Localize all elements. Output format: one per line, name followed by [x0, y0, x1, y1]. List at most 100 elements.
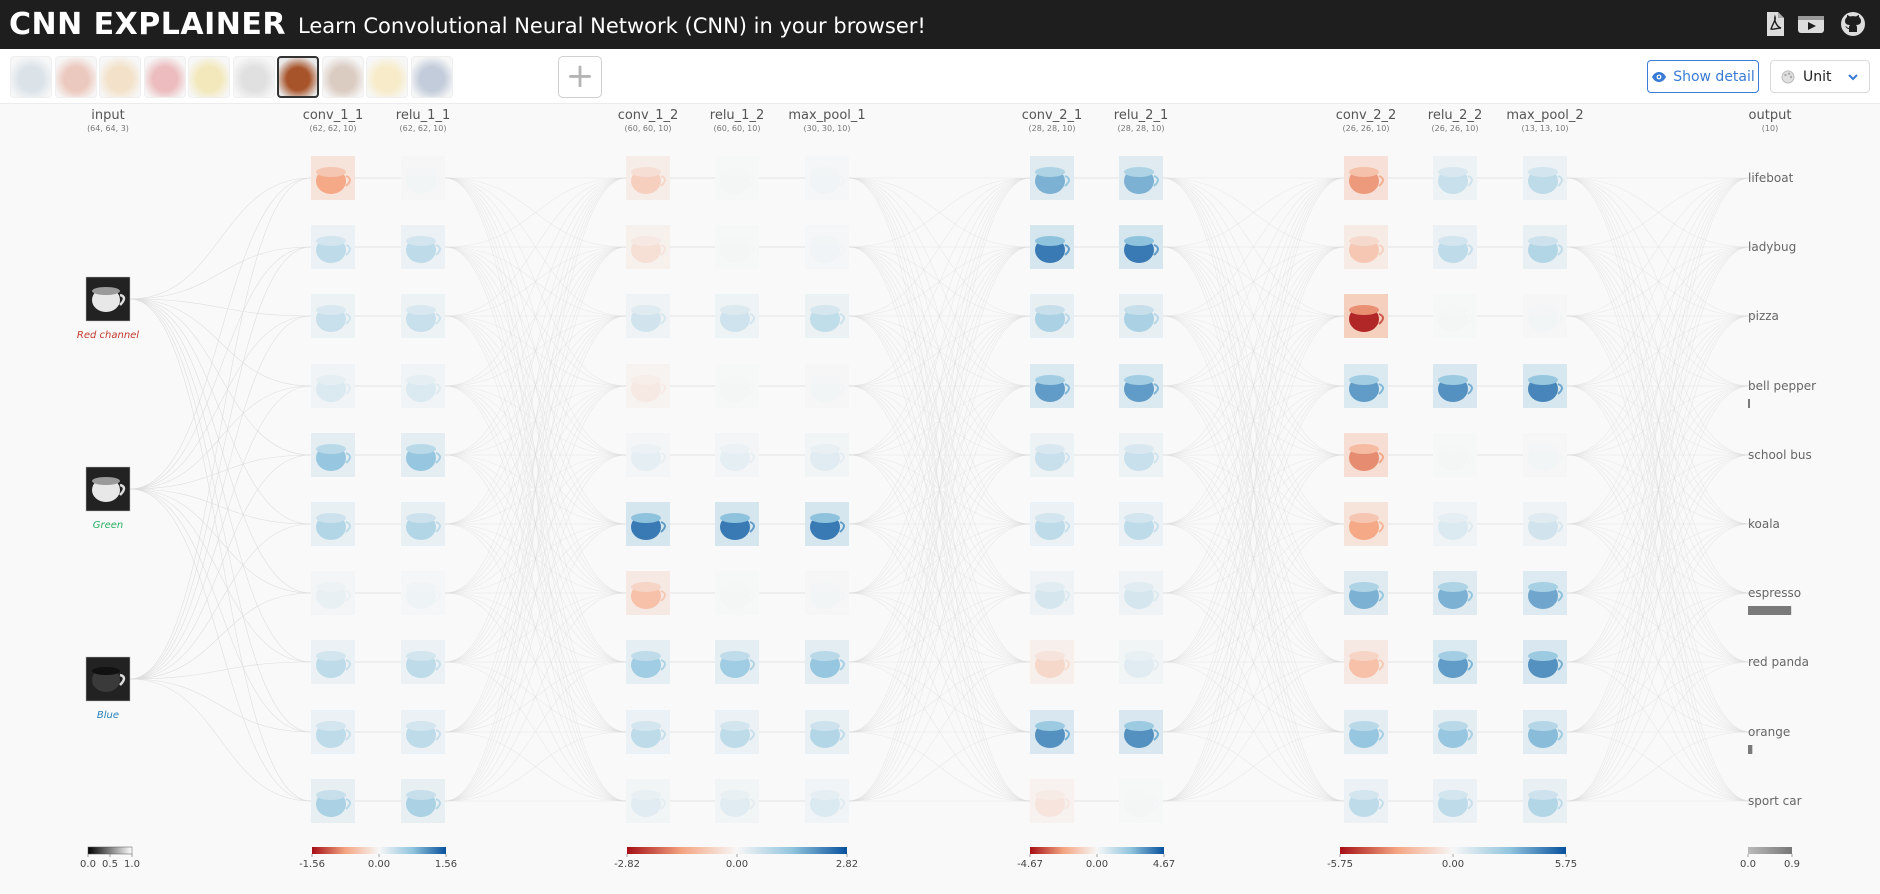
- feature-map-conv_2_1[interactable]: [1030, 433, 1074, 477]
- feature-map-max_pool_1[interactable]: [805, 433, 849, 477]
- feature-map-max_pool_2[interactable]: [1523, 294, 1567, 338]
- feature-map-conv_2_2[interactable]: [1344, 779, 1388, 823]
- feature-map-relu_1_1[interactable]: [401, 779, 445, 823]
- layer-name-max_pool_1[interactable]: max_pool_1: [788, 108, 865, 123]
- feature-map-conv_2_1[interactable]: [1030, 571, 1074, 615]
- feature-map-relu_1_2[interactable]: [715, 433, 759, 477]
- feature-map-relu_2_1[interactable]: [1119, 294, 1163, 338]
- feature-map-conv_2_2[interactable]: [1344, 225, 1388, 269]
- feature-map-conv_1_2[interactable]: [626, 433, 670, 477]
- feature-map-conv_1_2[interactable]: [626, 294, 670, 338]
- feature-map-relu_2_1[interactable]: [1119, 364, 1163, 408]
- feature-map-max_pool_2[interactable]: [1523, 502, 1567, 546]
- feature-map-relu_1_1[interactable]: [401, 294, 445, 338]
- feature-map-conv_1_1[interactable]: [311, 294, 355, 338]
- feature-map-conv_1_1[interactable]: [311, 571, 355, 615]
- feature-map-max_pool_1[interactable]: [805, 156, 849, 200]
- input-channel-node[interactable]: [85, 466, 131, 512]
- image-thumb-school-bus[interactable]: [188, 56, 230, 98]
- feature-map-conv_2_1[interactable]: [1030, 156, 1074, 200]
- feature-map-max_pool_2[interactable]: [1523, 225, 1567, 269]
- github-icon[interactable]: [1838, 9, 1868, 39]
- feature-map-relu_2_1[interactable]: [1119, 571, 1163, 615]
- feature-map-conv_1_2[interactable]: [626, 502, 670, 546]
- feature-map-relu_1_1[interactable]: [401, 571, 445, 615]
- feature-map-conv_1_1[interactable]: [311, 156, 355, 200]
- feature-map-max_pool_2[interactable]: [1523, 779, 1567, 823]
- feature-map-conv_1_1[interactable]: [311, 640, 355, 684]
- feature-map-relu_2_1[interactable]: [1119, 640, 1163, 684]
- layer-name-conv_2_1[interactable]: conv_2_1: [1022, 108, 1083, 123]
- feature-map-max_pool_2[interactable]: [1523, 710, 1567, 754]
- feature-map-max_pool_2[interactable]: [1523, 640, 1567, 684]
- image-thumb-sport-car[interactable]: [410, 56, 453, 98]
- feature-map-relu_2_2[interactable]: [1433, 294, 1477, 338]
- feature-map-relu_1_2[interactable]: [715, 779, 759, 823]
- layer-name-conv_1_1[interactable]: conv_1_1: [303, 108, 364, 123]
- image-thumb-lifeboat[interactable]: [10, 56, 52, 98]
- output-label[interactable]: orange: [1748, 725, 1790, 739]
- feature-map-conv_2_1[interactable]: [1030, 364, 1074, 408]
- feature-map-conv_2_2[interactable]: [1344, 156, 1388, 200]
- output-label[interactable]: sport car: [1748, 794, 1802, 808]
- feature-map-relu_2_2[interactable]: [1433, 156, 1477, 200]
- feature-map-relu_2_2[interactable]: [1433, 779, 1477, 823]
- feature-map-relu_1_1[interactable]: [401, 640, 445, 684]
- feature-map-relu_2_1[interactable]: [1119, 779, 1163, 823]
- feature-map-relu_2_2[interactable]: [1433, 433, 1477, 477]
- feature-map-max_pool_1[interactable]: [805, 502, 849, 546]
- feature-map-conv_1_2[interactable]: [626, 156, 670, 200]
- feature-map-relu_1_2[interactable]: [715, 710, 759, 754]
- feature-map-conv_1_2[interactable]: [626, 640, 670, 684]
- feature-map-conv_1_2[interactable]: [626, 225, 670, 269]
- layer-name-output[interactable]: output: [1749, 108, 1792, 123]
- feature-map-conv_2_1[interactable]: [1030, 502, 1074, 546]
- feature-map-relu_2_2[interactable]: [1433, 571, 1477, 615]
- feature-map-relu_2_2[interactable]: [1433, 502, 1477, 546]
- layer-name-relu_2_2[interactable]: relu_2_2: [1428, 108, 1482, 123]
- output-label[interactable]: bell pepper: [1748, 379, 1816, 393]
- feature-map-relu_1_2[interactable]: [715, 502, 759, 546]
- layer-name-max_pool_2[interactable]: max_pool_2: [1506, 108, 1583, 123]
- feature-map-relu_1_1[interactable]: [401, 502, 445, 546]
- feature-map-relu_1_2[interactable]: [715, 156, 759, 200]
- feature-map-conv_2_1[interactable]: [1030, 294, 1074, 338]
- feature-map-conv_2_1[interactable]: [1030, 640, 1074, 684]
- image-thumb-espresso[interactable]: [277, 56, 319, 98]
- feature-map-relu_1_1[interactable]: [401, 225, 445, 269]
- unit-select[interactable]: Unit: [1770, 60, 1870, 93]
- feature-map-conv_2_2[interactable]: [1344, 433, 1388, 477]
- feature-map-relu_1_2[interactable]: [715, 364, 759, 408]
- feature-map-conv_2_2[interactable]: [1344, 294, 1388, 338]
- feature-map-conv_1_2[interactable]: [626, 571, 670, 615]
- feature-map-relu_1_2[interactable]: [715, 225, 759, 269]
- feature-map-relu_2_2[interactable]: [1433, 364, 1477, 408]
- feature-map-conv_2_1[interactable]: [1030, 779, 1074, 823]
- feature-map-conv_2_2[interactable]: [1344, 571, 1388, 615]
- app-logo[interactable]: CNN EXPLAINER: [9, 7, 286, 42]
- feature-map-max_pool_1[interactable]: [805, 364, 849, 408]
- feature-map-conv_2_2[interactable]: [1344, 502, 1388, 546]
- feature-map-max_pool_1[interactable]: [805, 225, 849, 269]
- feature-map-max_pool_1[interactable]: [805, 640, 849, 684]
- feature-map-relu_2_2[interactable]: [1433, 640, 1477, 684]
- show-detail-button[interactable]: Show detail: [1647, 60, 1759, 93]
- layer-name-conv_2_2[interactable]: conv_2_2: [1336, 108, 1397, 123]
- feature-map-relu_1_2[interactable]: [715, 294, 759, 338]
- layer-name-relu_2_1[interactable]: relu_2_1: [1114, 108, 1168, 123]
- feature-map-conv_2_2[interactable]: [1344, 364, 1388, 408]
- feature-map-conv_1_2[interactable]: [626, 364, 670, 408]
- feature-map-relu_1_1[interactable]: [401, 433, 445, 477]
- output-label[interactable]: koala: [1748, 517, 1780, 531]
- image-thumb-bell-pepper[interactable]: [143, 56, 186, 98]
- layer-name-relu_1_2[interactable]: relu_1_2: [710, 108, 764, 123]
- pdf-icon[interactable]: [1760, 9, 1790, 39]
- feature-map-relu_2_1[interactable]: [1119, 156, 1163, 200]
- image-thumb-koala[interactable]: [232, 56, 275, 98]
- feature-map-conv_1_1[interactable]: [311, 433, 355, 477]
- feature-map-max_pool_1[interactable]: [805, 294, 849, 338]
- input-channel-node[interactable]: [85, 656, 131, 702]
- feature-map-relu_2_1[interactable]: [1119, 225, 1163, 269]
- feature-map-relu_2_1[interactable]: [1119, 710, 1163, 754]
- feature-map-relu_2_2[interactable]: [1433, 710, 1477, 754]
